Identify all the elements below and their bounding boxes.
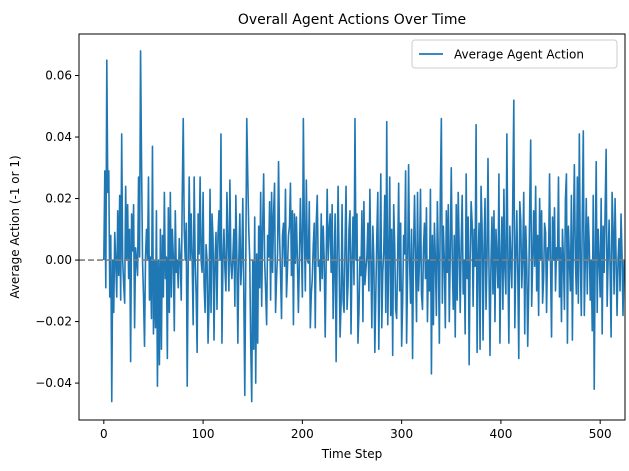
- x-axis-label: Time Step: [321, 447, 383, 461]
- x-tick-label: 400: [489, 427, 512, 441]
- plot-content: [79, 50, 625, 403]
- legend-label: Average Agent Action: [454, 48, 584, 62]
- x-tick-label: 200: [291, 427, 314, 441]
- x-axis: 0 100 200 300 400 500: [100, 420, 612, 441]
- legend-box: [411, 39, 618, 69]
- y-tick-label: 0.02: [45, 192, 72, 206]
- legend: Average Agent Action: [411, 39, 618, 69]
- y-tick-label: −0.04: [35, 376, 72, 390]
- x-tick-label: 300: [390, 427, 413, 441]
- y-axis-label: Average Action (-1 or 1): [8, 155, 22, 298]
- y-tick-label: 0.06: [45, 69, 72, 83]
- x-tick-label: 100: [192, 427, 215, 441]
- chart-title: Overall Agent Actions Over Time: [238, 12, 466, 28]
- y-tick-label: −0.02: [35, 315, 72, 329]
- y-axis: −0.04 −0.02 0.00 0.02 0.04 0.06: [35, 69, 79, 390]
- series-line-0: [103, 50, 625, 403]
- x-tick-label: 0: [100, 427, 108, 441]
- y-tick-label: 0.00: [45, 253, 72, 267]
- plot-frame: [78, 33, 626, 421]
- x-tick-label: 500: [589, 427, 612, 441]
- y-tick-label: 0.04: [45, 130, 72, 144]
